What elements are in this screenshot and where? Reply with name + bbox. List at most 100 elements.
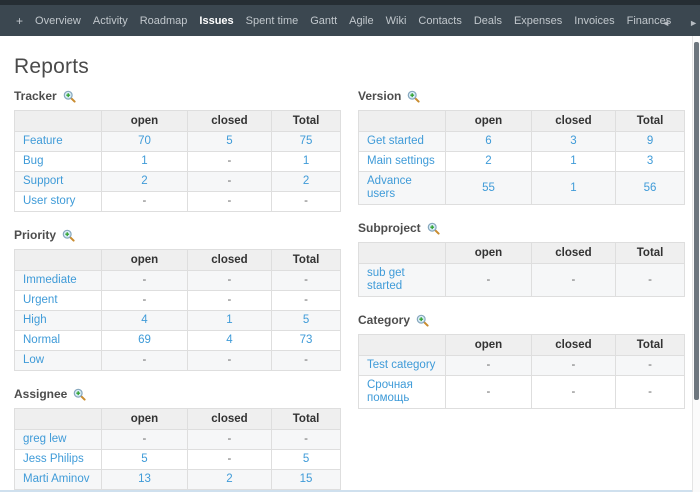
row-label-link[interactable]: Advance users: [367, 175, 412, 200]
nav-tab-issues[interactable]: Issues: [199, 14, 234, 27]
nav-tab-roadmap[interactable]: Roadmap: [139, 14, 188, 27]
count-cell: 1: [101, 151, 188, 172]
nav-tab-expenses[interactable]: Expenses: [513, 14, 563, 27]
zoom-in-icon[interactable]: [63, 90, 76, 103]
row-label-cell: Get started: [357, 131, 447, 152]
zoom-in-icon[interactable]: [407, 90, 420, 103]
empty-count: -: [571, 273, 576, 286]
count-cell: -: [615, 355, 685, 376]
row-label-cell: Support: [13, 171, 103, 192]
row-label-link[interactable]: Immediate: [23, 274, 77, 286]
row-label-link[interactable]: Urgent: [23, 294, 58, 306]
nav-tab-overview[interactable]: Overview: [35, 14, 81, 27]
empty-count: -: [571, 359, 576, 371]
empty-count: -: [304, 274, 308, 286]
report-table-subproject: open closed Total sub get started - - -: [357, 242, 685, 297]
empty-count: -: [304, 294, 308, 306]
scroll-tabs-right-icon[interactable]: ►: [689, 18, 698, 28]
vertical-scrollbar[interactable]: [692, 36, 700, 492]
row-label-cell: greg lew: [13, 429, 103, 450]
count-link[interactable]: 73: [299, 334, 313, 346]
column-header-total: Total: [271, 408, 341, 430]
section-title-label: Subproject: [358, 221, 421, 235]
count-link[interactable]: 2: [485, 155, 492, 167]
zoom-in-icon[interactable]: [427, 222, 440, 235]
zoom-in-icon[interactable]: [416, 314, 429, 327]
empty-count: -: [571, 385, 576, 398]
count-cell: -: [271, 191, 341, 212]
count-link[interactable]: 4: [141, 314, 148, 326]
count-link[interactable]: 6: [485, 135, 492, 147]
count-link[interactable]: 5: [141, 453, 148, 465]
row-label-link[interactable]: Срочная помощь: [367, 379, 413, 404]
zoom-in-icon[interactable]: [62, 229, 75, 242]
count-link[interactable]: 2: [226, 473, 233, 485]
table-row: Marti Aminov 13 2 15: [13, 469, 341, 490]
count-link[interactable]: 1: [302, 155, 310, 167]
row-label-link[interactable]: Support: [23, 175, 64, 187]
count-cell: -: [615, 375, 685, 409]
scrollbar-thumb[interactable]: [694, 42, 699, 400]
count-link[interactable]: 1: [570, 181, 577, 194]
row-label-cell: Urgent: [13, 290, 103, 311]
zoom-in-icon[interactable]: [73, 388, 86, 401]
row-label-link[interactable]: Marti Aminov: [23, 473, 90, 485]
column-header-total: Total: [615, 110, 685, 132]
count-link[interactable]: 56: [643, 181, 657, 194]
row-label-link[interactable]: sub get started: [367, 267, 405, 292]
nav-tab-deals[interactable]: Deals: [473, 14, 502, 27]
report-section-version: Version open closed Total Get started 6 3 9 Main…: [357, 89, 685, 205]
scroll-tabs-left-icon[interactable]: ◄: [661, 18, 670, 28]
count-link[interactable]: 2: [141, 175, 148, 187]
count-link[interactable]: 5: [302, 314, 310, 326]
count-link[interactable]: 5: [302, 453, 310, 465]
nav-tab-wiki[interactable]: Wiki: [385, 14, 407, 27]
count-link[interactable]: 9: [646, 135, 654, 147]
row-label-link[interactable]: Main settings: [367, 155, 435, 167]
count-link[interactable]: 69: [138, 334, 151, 346]
count-link[interactable]: 15: [299, 473, 313, 485]
count-link[interactable]: 75: [299, 135, 313, 147]
row-label-link[interactable]: Feature: [23, 135, 63, 147]
nav-tab-activity[interactable]: Activity: [92, 14, 128, 27]
count-cell: -: [271, 270, 341, 291]
count-cell: 1: [271, 151, 341, 172]
row-label-link[interactable]: High: [23, 314, 47, 326]
count-link[interactable]: 1: [226, 314, 233, 326]
nav-tab-invoices[interactable]: Invoices: [574, 14, 615, 27]
count-link[interactable]: 1: [141, 155, 148, 167]
empty-count: -: [648, 385, 652, 398]
row-label-cell: Main settings: [357, 151, 447, 172]
count-link[interactable]: 3: [570, 135, 577, 147]
nav-tab-agile[interactable]: Agile: [349, 14, 374, 27]
nav-tab-finances[interactable]: Finances: [626, 14, 672, 27]
row-label-link[interactable]: Low: [23, 354, 45, 366]
row-label-link[interactable]: Test category: [367, 359, 436, 371]
row-label-link[interactable]: Get started: [367, 135, 424, 147]
row-label-link[interactable]: Bug: [23, 155, 44, 167]
count-cell: -: [530, 263, 617, 297]
count-link[interactable]: 70: [138, 135, 151, 147]
nav-tab-spent-time[interactable]: Spent time: [245, 14, 299, 27]
row-label-cell: Test category: [357, 355, 447, 376]
row-label-link[interactable]: Jess Philips: [23, 453, 84, 465]
count-link[interactable]: 1: [570, 155, 577, 167]
add-menu-button[interactable]: +: [16, 13, 24, 28]
column-header-closed: closed: [530, 242, 617, 264]
nav-tab-gantt[interactable]: Gantt: [310, 14, 338, 27]
table-row: greg lew - - -: [13, 429, 341, 450]
column-header-closed: closed: [186, 249, 273, 271]
section-title-subproject: Subproject: [358, 221, 685, 235]
empty-count: -: [227, 195, 232, 207]
row-label-link[interactable]: User story: [23, 195, 76, 207]
count-link[interactable]: 3: [646, 155, 654, 167]
count-link[interactable]: 4: [226, 334, 233, 346]
count-link[interactable]: 5: [226, 135, 233, 147]
count-link[interactable]: 55: [482, 181, 495, 194]
row-label-link[interactable]: greg lew: [23, 433, 67, 445]
count-link[interactable]: 2: [302, 175, 310, 187]
row-label-link[interactable]: Normal: [23, 334, 61, 346]
count-link[interactable]: 13: [138, 473, 151, 485]
header-row: open closed Total: [357, 242, 685, 264]
nav-tab-contacts[interactable]: Contacts: [418, 14, 462, 27]
